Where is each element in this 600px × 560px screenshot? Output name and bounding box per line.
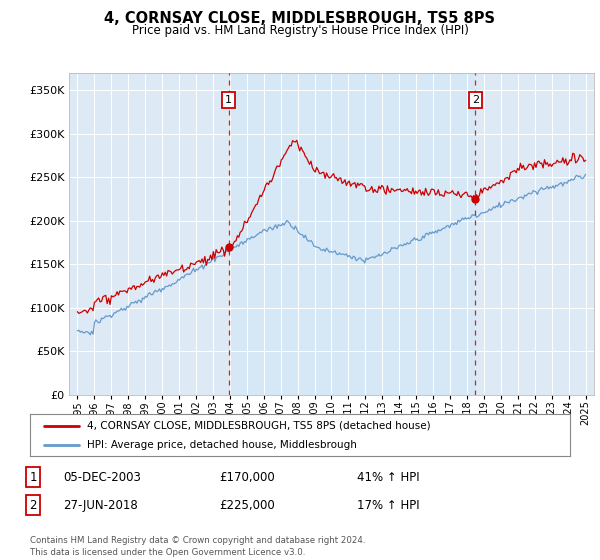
Text: 05-DEC-2003: 05-DEC-2003 (63, 470, 141, 484)
Text: £170,000: £170,000 (219, 470, 275, 484)
Text: Price paid vs. HM Land Registry's House Price Index (HPI): Price paid vs. HM Land Registry's House … (131, 24, 469, 37)
Bar (229, 73, 475, 395)
Text: 1: 1 (225, 95, 232, 105)
Text: HPI: Average price, detached house, Middlesbrough: HPI: Average price, detached house, Midd… (86, 440, 356, 450)
Text: 17% ↑ HPI: 17% ↑ HPI (357, 498, 419, 512)
Text: Contains HM Land Registry data © Crown copyright and database right 2024.
This d: Contains HM Land Registry data © Crown c… (30, 536, 365, 557)
Text: 4, CORNSAY CLOSE, MIDDLESBROUGH, TS5 8PS (detached house): 4, CORNSAY CLOSE, MIDDLESBROUGH, TS5 8PS… (86, 421, 430, 431)
Text: 41% ↑ HPI: 41% ↑ HPI (357, 470, 419, 484)
Text: £225,000: £225,000 (219, 498, 275, 512)
Text: 1: 1 (29, 470, 37, 484)
Text: 2: 2 (29, 498, 37, 512)
Text: 4, CORNSAY CLOSE, MIDDLESBROUGH, TS5 8PS: 4, CORNSAY CLOSE, MIDDLESBROUGH, TS5 8PS (104, 11, 496, 26)
Text: 27-JUN-2018: 27-JUN-2018 (63, 498, 138, 512)
Text: 2: 2 (472, 95, 479, 105)
